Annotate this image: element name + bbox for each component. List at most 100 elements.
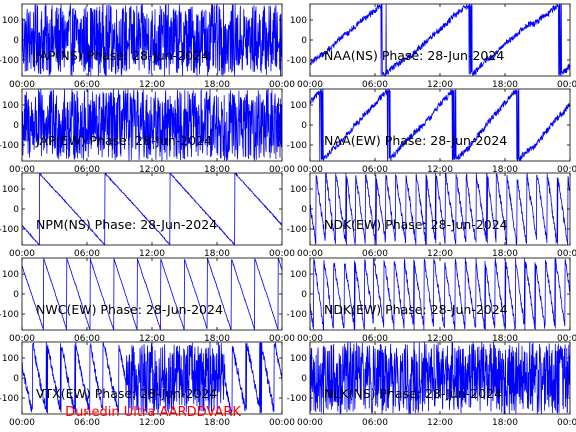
y-tick-label: -100 [0, 225, 19, 235]
x-tick-label: 12:00 [427, 418, 453, 428]
phase-trace [22, 89, 282, 161]
y-tick-label: -100 [0, 394, 19, 404]
phase-panel: 100 0 -100 00:00 06:00 12:00 18:00 00:00 VTX(EW)… [0, 341, 295, 428]
x-tick-label: 00:00 [9, 165, 35, 175]
plot-frame [309, 3, 571, 77]
phase-trace [22, 258, 282, 330]
phase-trace [22, 342, 282, 414]
y-tick-label: 100 [290, 16, 307, 26]
phase-trace [310, 89, 570, 161]
y-tick-label: 0 [13, 205, 19, 215]
panel-title: NAA(NS) Phase: 28-Jun-2024 [324, 48, 504, 63]
x-tick-label: 00:00 [269, 334, 295, 344]
x-tick-label: 06:00 [362, 165, 388, 175]
x-tick-label: 00:00 [297, 418, 323, 428]
x-tick-label: 00:00 [557, 249, 576, 259]
x-tick-label: 06:00 [74, 80, 100, 90]
x-tick-label: 12:00 [427, 80, 453, 90]
y-tick-label: 0 [301, 290, 307, 300]
x-tick-label: 12:00 [427, 165, 453, 175]
x-tick-label: 00:00 [297, 334, 323, 344]
y-tick-label: 100 [290, 270, 307, 280]
panel-title: NAA(EW) Phase: 28-Jun-2024 [324, 133, 507, 148]
panel-title: VTX(EW) Phase: 28-Jun-2024 [36, 386, 217, 401]
phase-panel: 100 0 -100 00:00 06:00 12:00 18:00 00:00 JAP(NS)… [0, 3, 295, 90]
x-tick-label: 00:00 [297, 249, 323, 259]
x-tick-label: 00:00 [557, 165, 576, 175]
phase-panel: 100 0 -100 00:00 06:00 12:00 18:00 00:00 NWC(EW)… [0, 257, 295, 344]
x-tick-label: 06:00 [362, 418, 388, 428]
x-tick-label: 00:00 [557, 80, 576, 90]
y-tick-label: -100 [287, 56, 308, 66]
y-tick-label: 100 [290, 185, 307, 195]
phase-trace [22, 173, 282, 245]
y-tick-label: -100 [287, 141, 308, 151]
x-tick-label: 18:00 [204, 334, 230, 344]
footer-label: Dunedin Ultra AARDDVARK [65, 405, 241, 420]
y-tick-label: 100 [2, 354, 19, 364]
x-tick-label: 06:00 [74, 418, 100, 428]
x-tick-label: 18:00 [492, 334, 518, 344]
y-tick-label: 0 [301, 374, 307, 384]
x-tick-label: 18:00 [204, 165, 230, 175]
y-tick-label: 100 [290, 354, 307, 364]
x-tick-label: 00:00 [269, 418, 295, 428]
panel-title: NDK(EW) Phase: 28-Jun-2024 [324, 217, 508, 232]
y-tick-label: -100 [287, 225, 308, 235]
panel-title: JAP(NS) Phase: 28-Jun-2024 [35, 48, 209, 63]
panel-title: JAP(EW) Phase: 28-Jun-2024 [35, 133, 212, 148]
x-tick-label: 06:00 [362, 249, 388, 259]
y-tick-label: -100 [0, 141, 19, 151]
y-tick-label: 0 [13, 121, 19, 131]
y-tick-label: 0 [301, 121, 307, 131]
phase-panel: 100 0 -100 00:00 06:00 12:00 18:00 00:00 NLK(NS)… [287, 341, 576, 428]
phase-panel: 100 0 -100 00:00 06:00 12:00 18:00 00:00 NDK(EW)… [287, 257, 576, 344]
x-tick-label: 12:00 [139, 418, 165, 428]
plot-frame [21, 172, 283, 246]
phase-panel: 100 0 -100 00:00 06:00 12:00 18:00 00:00 NDK(EW)… [287, 172, 576, 259]
x-tick-label: 12:00 [139, 249, 165, 259]
plot-frame [309, 88, 571, 162]
y-tick-label: 100 [2, 270, 19, 280]
x-tick-label: 00:00 [269, 249, 295, 259]
x-tick-label: 18:00 [492, 249, 518, 259]
y-tick-label: 0 [301, 36, 307, 46]
y-tick-label: -100 [287, 394, 308, 404]
panel-title: NDK(EW) Phase: 28-Jun-2024 [324, 302, 508, 317]
phase-trace [310, 342, 570, 414]
phase-trace [310, 258, 570, 330]
x-tick-label: 12:00 [427, 249, 453, 259]
x-tick-label: 12:00 [427, 334, 453, 344]
phase-trace [310, 4, 570, 76]
panel-title: NLK(NS) Phase: 28-Jun-2024 [324, 386, 502, 401]
panel-title: NPM(NS) Phase: 28-Jun-2024 [36, 217, 217, 232]
x-tick-label: 12:00 [139, 165, 165, 175]
phase-panel: 100 0 -100 00:00 06:00 12:00 18:00 00:00 NAA(EW)… [287, 88, 576, 175]
y-tick-label: -100 [287, 310, 308, 320]
y-tick-label: 0 [13, 36, 19, 46]
x-tick-label: 06:00 [362, 334, 388, 344]
y-tick-label: 100 [290, 101, 307, 111]
x-tick-label: 18:00 [492, 418, 518, 428]
x-tick-label: 00:00 [269, 80, 295, 90]
phase-panel: 100 0 -100 00:00 06:00 12:00 18:00 00:00 NAA(NS)… [287, 3, 576, 90]
y-tick-label: -100 [0, 56, 19, 66]
y-tick-label: -100 [0, 310, 19, 320]
x-tick-label: 00:00 [9, 334, 35, 344]
x-tick-label: 12:00 [139, 80, 165, 90]
x-tick-label: 06:00 [74, 334, 100, 344]
y-tick-label: 100 [2, 16, 19, 26]
phase-panel: 100 0 -100 00:00 06:00 12:00 18:00 00:00 JAP(EW)… [0, 88, 295, 175]
panel-title: NWC(EW) Phase: 28-Jun-2024 [36, 302, 223, 317]
x-tick-label: 18:00 [492, 80, 518, 90]
x-tick-label: 00:00 [557, 418, 576, 428]
y-tick-label: 0 [13, 374, 19, 384]
y-tick-label: 100 [2, 185, 19, 195]
y-tick-label: 0 [301, 205, 307, 215]
x-tick-label: 18:00 [204, 80, 230, 90]
x-tick-label: 00:00 [297, 80, 323, 90]
x-tick-label: 18:00 [204, 249, 230, 259]
x-tick-label: 18:00 [204, 418, 230, 428]
plot-frame [309, 257, 571, 331]
phase-trace [310, 173, 570, 245]
